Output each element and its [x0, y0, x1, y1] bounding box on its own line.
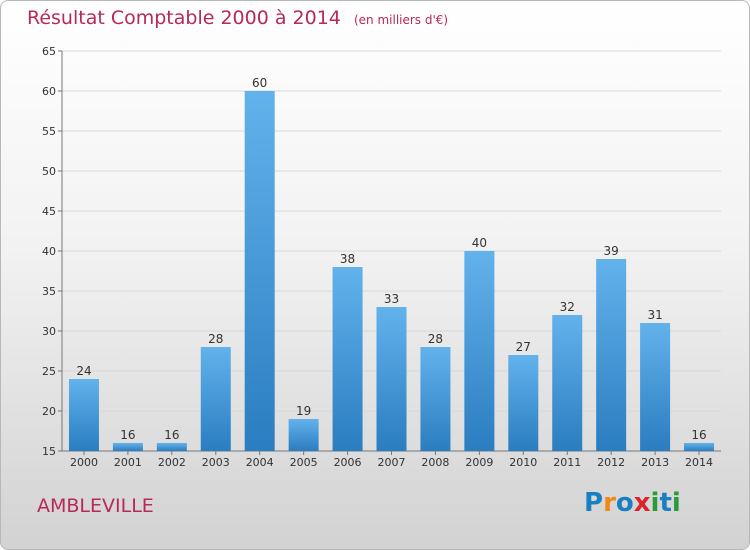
y-tick-label: 65 [42, 45, 56, 58]
chart-title-row: Résultat Comptable 2000 à 2014 (en milli… [27, 7, 448, 29]
value-label-2011: 32 [560, 300, 575, 314]
bar-2004 [244, 91, 275, 451]
value-label-2004: 60 [252, 76, 267, 90]
bar-2006 [332, 267, 363, 451]
value-label-2014: 16 [691, 428, 706, 442]
bar-2007 [376, 307, 407, 451]
x-tick-label-2000: 2000 [70, 456, 98, 469]
x-tick-label-2006: 2006 [334, 456, 362, 469]
bar-2013 [640, 323, 671, 451]
x-tick-label-2001: 2001 [114, 456, 142, 469]
bar-2005 [288, 419, 319, 451]
logo-letter: x [633, 488, 651, 518]
x-tick-label-2007: 2007 [378, 456, 406, 469]
proxiti-logo: Proxiti [584, 488, 681, 518]
logo-letter: P [584, 488, 604, 518]
y-tick-label: 50 [42, 165, 56, 178]
logo-letter: r [603, 488, 616, 518]
x-tick-label-2008: 2008 [421, 456, 449, 469]
value-label-2007: 33 [384, 292, 399, 306]
bar-2010 [508, 355, 539, 451]
y-tick-label: 60 [42, 85, 56, 98]
logo-letter: i [650, 488, 660, 518]
x-tick-label-2009: 2009 [465, 456, 493, 469]
value-label-2013: 31 [647, 308, 662, 322]
x-tick-label-2011: 2011 [553, 456, 581, 469]
bar-2002 [156, 443, 187, 451]
value-label-2001: 16 [120, 428, 135, 442]
y-tick-label: 15 [42, 445, 56, 458]
value-label-2009: 40 [472, 236, 487, 250]
commune-name: AMBLEVILLE [37, 495, 154, 517]
value-label-2010: 27 [516, 340, 531, 354]
y-tick-label: 20 [42, 405, 56, 418]
bar-2001 [112, 443, 143, 451]
y-tick-label: 45 [42, 205, 56, 218]
value-label-2006: 38 [340, 252, 355, 266]
y-tick-label: 40 [42, 245, 56, 258]
value-label-2002: 16 [164, 428, 179, 442]
y-tick-label: 30 [42, 325, 56, 338]
x-tick-label-2013: 2013 [641, 456, 669, 469]
x-tick-label-2010: 2010 [509, 456, 537, 469]
chart-unit: (en milliers d'€) [353, 13, 449, 27]
value-label-2012: 39 [604, 244, 619, 258]
y-tick-label: 25 [42, 365, 56, 378]
bar-2008 [420, 347, 451, 451]
x-tick-label-2014: 2014 [685, 456, 713, 469]
chart-title: Résultat Comptable 2000 à 2014 [27, 7, 341, 29]
bar-2014 [684, 443, 715, 451]
bar-2012 [596, 259, 627, 451]
x-tick-label-2004: 2004 [246, 456, 274, 469]
bar-2000 [68, 379, 99, 451]
bar-2009 [464, 251, 495, 451]
bar-2003 [200, 347, 231, 451]
value-label-2003: 28 [208, 332, 223, 346]
value-label-2000: 24 [76, 364, 91, 378]
x-tick-label-2005: 2005 [290, 456, 318, 469]
bar-2011 [552, 315, 583, 451]
y-tick-label: 55 [42, 125, 56, 138]
value-label-2008: 28 [428, 332, 443, 346]
value-label-2005: 19 [296, 404, 311, 418]
x-tick-label-2003: 2003 [202, 456, 230, 469]
logo-letter: o [615, 488, 634, 518]
y-tick-label: 35 [42, 285, 56, 298]
x-tick-label-2002: 2002 [158, 456, 186, 469]
logo-letter: i [671, 488, 681, 518]
x-tick-label-2012: 2012 [597, 456, 625, 469]
logo-letter: t [659, 488, 672, 518]
